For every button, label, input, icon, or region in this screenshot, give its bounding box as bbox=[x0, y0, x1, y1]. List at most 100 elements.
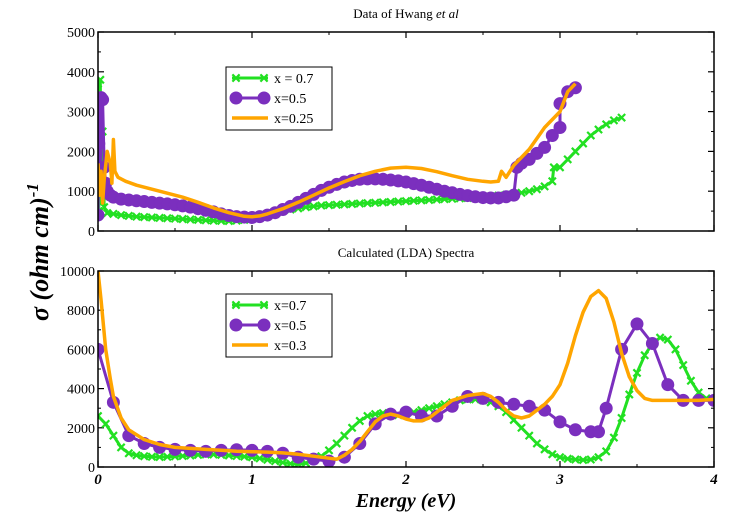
data-point bbox=[617, 113, 626, 122]
data-point bbox=[116, 443, 126, 452]
legend-item: x=0.5 bbox=[229, 91, 306, 107]
series-line bbox=[98, 78, 623, 223]
legend-marker bbox=[259, 300, 269, 310]
y-tick-label: 4000 bbox=[67, 66, 95, 81]
y-tick-label: 0 bbox=[88, 225, 95, 240]
data-point bbox=[147, 452, 157, 462]
data-point bbox=[209, 216, 218, 226]
x-axis-label: Energy (eV) bbox=[355, 490, 457, 512]
legend-label: x=0.7 bbox=[274, 299, 306, 314]
y-tick-label: 8000 bbox=[67, 304, 95, 319]
data-point bbox=[540, 444, 549, 454]
data-point bbox=[178, 214, 188, 224]
data-point bbox=[286, 459, 295, 467]
data-point bbox=[424, 403, 434, 413]
data-point bbox=[678, 360, 688, 370]
data-point bbox=[432, 195, 442, 204]
series-line bbox=[98, 270, 714, 461]
data-point bbox=[617, 413, 626, 423]
data-point bbox=[378, 197, 388, 207]
legend-label: x=0.3 bbox=[274, 339, 306, 354]
panel-title: Calculated (LDA) Spectra bbox=[338, 245, 475, 260]
data-point bbox=[162, 452, 172, 462]
data-point bbox=[324, 200, 334, 210]
legend-marker bbox=[257, 91, 271, 105]
legend-marker bbox=[259, 73, 269, 83]
data-point bbox=[532, 184, 542, 194]
series-3 bbox=[98, 270, 714, 461]
legend-label: x=0.25 bbox=[274, 112, 313, 127]
data-point bbox=[255, 453, 265, 463]
data-point bbox=[332, 439, 342, 448]
data-point bbox=[98, 136, 106, 150]
data-point bbox=[347, 199, 357, 209]
data-point bbox=[417, 195, 426, 205]
chart-panel-2: 0 2000 4000 6000 8000 10000 0 1 2 3 4 Calculated (L… bbox=[60, 245, 718, 488]
series-2 bbox=[98, 81, 582, 224]
data-point bbox=[671, 345, 680, 354]
series-3 bbox=[98, 82, 577, 219]
data-point bbox=[155, 452, 164, 462]
data-point bbox=[547, 449, 557, 459]
data-point bbox=[538, 140, 552, 154]
data-point bbox=[370, 409, 380, 419]
data-point bbox=[162, 213, 172, 223]
data-point bbox=[278, 458, 288, 467]
data-point bbox=[363, 198, 372, 208]
data-point bbox=[586, 455, 596, 464]
legend-marker bbox=[231, 73, 241, 83]
y-tick-label: 2000 bbox=[67, 422, 95, 437]
legend-label: x=0.5 bbox=[274, 319, 306, 334]
x-tick-label: 4 bbox=[709, 472, 718, 488]
data-point bbox=[571, 455, 580, 464]
data-point bbox=[524, 431, 534, 441]
data-point bbox=[424, 195, 434, 205]
data-point bbox=[563, 454, 573, 464]
data-point bbox=[609, 115, 619, 125]
data-point bbox=[686, 376, 696, 386]
legend-item: x=0.7 bbox=[231, 299, 306, 314]
data-point bbox=[147, 213, 157, 222]
data-point bbox=[601, 446, 611, 456]
data-point bbox=[601, 119, 611, 129]
data-point bbox=[553, 121, 567, 135]
data-point bbox=[239, 452, 249, 461]
y-tick-label: 4000 bbox=[67, 383, 95, 398]
legend-item: x=0.25 bbox=[232, 112, 313, 127]
data-point bbox=[109, 431, 118, 441]
x-tick-label: 1 bbox=[248, 472, 256, 488]
data-point bbox=[155, 213, 164, 223]
legend-item: x=0.5 bbox=[229, 318, 306, 334]
y-tick-label: 5000 bbox=[67, 26, 95, 41]
data-point bbox=[609, 433, 619, 442]
panel-title-italic: et al bbox=[433, 6, 459, 21]
data-point bbox=[401, 196, 411, 206]
data-point bbox=[661, 378, 675, 392]
plot-frame bbox=[97, 270, 715, 468]
data-point bbox=[545, 128, 559, 142]
data-point bbox=[170, 214, 180, 224]
legend-item: x = 0.7 bbox=[231, 72, 313, 87]
data-point bbox=[507, 397, 521, 411]
data-point bbox=[578, 455, 588, 465]
data-point bbox=[594, 125, 603, 134]
legend: x = 0.7 x=0.5 x=0.25 bbox=[225, 66, 333, 131]
legend-marker bbox=[229, 91, 243, 105]
data-point bbox=[324, 445, 334, 455]
data-point bbox=[555, 162, 565, 172]
data-point bbox=[347, 423, 357, 433]
plot-frame bbox=[97, 31, 715, 232]
y-tick-label: 3000 bbox=[67, 106, 95, 121]
panel-title: Data of Hwang et al bbox=[353, 6, 459, 21]
data-point bbox=[640, 350, 650, 360]
data-point bbox=[599, 401, 613, 415]
data-point bbox=[355, 199, 365, 208]
data-point bbox=[540, 182, 549, 191]
y-tick-label: 6000 bbox=[67, 343, 95, 358]
y-tick-label: 0 bbox=[88, 461, 95, 476]
legend-item: x=0.3 bbox=[232, 339, 306, 354]
data-point bbox=[547, 176, 557, 186]
chart-panel-1: 0 1000 2000 3000 4000 5000 Data of Hwang et al… bbox=[67, 6, 715, 240]
data-point bbox=[98, 411, 103, 421]
